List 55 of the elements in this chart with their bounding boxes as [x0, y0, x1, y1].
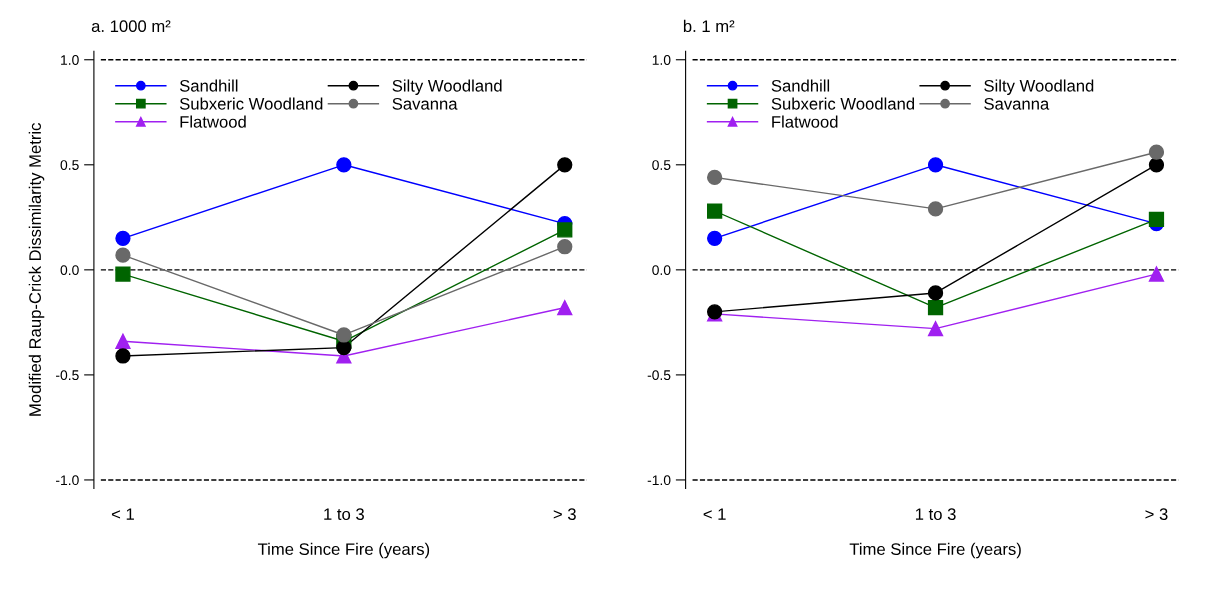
legend-label: Flatwood	[180, 115, 246, 128]
point	[115, 348, 131, 364]
y-tick-label: 0.0	[652, 265, 671, 276]
point	[115, 266, 131, 282]
x-tick-label: < 1	[703, 508, 726, 520]
y-tick-label: 1.0	[61, 55, 79, 65]
y-axis-title: Modified Raup-Crick Dissimilarity Metric	[28, 123, 45, 416]
y-tick-label: 0.5	[60, 160, 79, 170]
y-tick-label: -0.5	[647, 370, 671, 381]
legend-label: Flatwood	[772, 115, 838, 128]
legend-label: Silty Woodland	[984, 79, 1094, 95]
legend-label: Subxeric Woodland	[179, 97, 323, 110]
x-axis-title: Time Since Fire (years)	[849, 542, 1021, 559]
point	[927, 285, 944, 301]
y-tick-label: -1.0	[647, 475, 671, 486]
point	[707, 203, 723, 219]
legend-label: Sandhill	[771, 79, 830, 92]
x-tick-label: < 1	[111, 508, 134, 520]
point	[1148, 211, 1165, 228]
point	[336, 157, 352, 173]
point	[927, 201, 944, 217]
y-tick-label: -1.0	[56, 475, 79, 486]
x-tick-label: > 3	[1145, 508, 1168, 521]
point	[707, 169, 723, 186]
point	[707, 230, 723, 246]
y-tick-label: 0.0	[60, 265, 79, 276]
legend-label: Subxeric Woodland	[771, 97, 915, 110]
y-tick-label: 1.0	[652, 55, 671, 65]
legend-label: Silty Woodland	[392, 79, 502, 95]
chart-title: b. 1 m²	[683, 19, 735, 33]
legend-label: Savanna	[984, 97, 1050, 110]
x-tick-label: 1 to 3	[324, 508, 364, 521]
y-tick-label: 0.5	[652, 160, 671, 170]
x-tick-label: 1 to 3	[915, 508, 956, 521]
point	[557, 300, 573, 316]
point	[336, 339, 352, 356]
point	[115, 247, 131, 263]
legend-label: Savanna	[392, 97, 458, 110]
point	[1148, 144, 1165, 160]
point	[115, 230, 131, 246]
x-axis-title: Time Since Fire (years)	[257, 542, 430, 559]
legend-label: Sandhill	[179, 79, 238, 92]
point	[557, 222, 573, 238]
x-tick-label: > 3	[553, 508, 576, 521]
point	[1148, 266, 1165, 282]
point	[927, 321, 944, 337]
chart-title: a. 1000 m²	[91, 20, 171, 33]
point	[115, 333, 131, 349]
point	[557, 239, 573, 255]
point	[927, 157, 944, 173]
point	[927, 300, 944, 316]
y-tick-label: -0.5	[56, 370, 79, 381]
point	[1148, 157, 1165, 173]
point	[557, 157, 573, 173]
point	[336, 327, 352, 343]
